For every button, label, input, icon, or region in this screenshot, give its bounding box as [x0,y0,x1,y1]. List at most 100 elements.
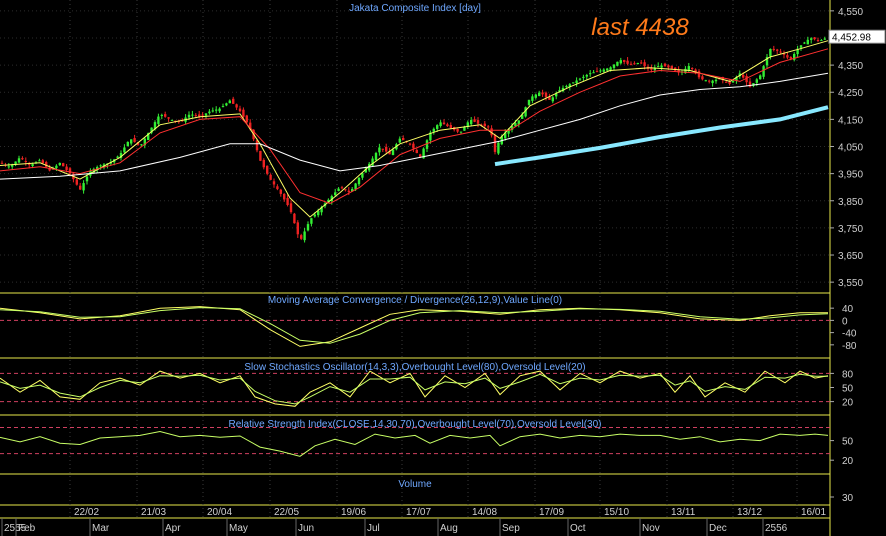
x-date-label: 22/02 [74,507,99,518]
candle-body [286,197,289,205]
candle-body [544,92,548,98]
candle-body [820,40,823,42]
candle-body [636,62,639,64]
candle-body [262,159,265,168]
candle-body [167,117,170,119]
candle-body [776,49,779,51]
volume-panel-title: Volume [398,479,432,490]
candle-body [82,183,85,191]
x-date-label: 15/10 [604,507,629,518]
price-panel-title: Jakata Composite Index [day] [349,3,481,14]
candle-body [429,132,432,141]
candle-body [524,107,527,117]
candle-body [38,160,41,162]
candle-body [300,235,303,239]
candle-body [762,66,765,77]
price-moving-averages [0,40,829,218]
candle-body [745,75,748,83]
series-line [0,72,829,180]
candle-body [293,213,296,224]
candle-body [41,160,44,164]
candle-body [725,81,728,83]
candle-body [17,158,21,163]
x-date-label: 19/06 [341,507,366,518]
candle-body [68,168,72,174]
candle-body [650,67,653,70]
candle-body [527,99,531,106]
x-date-label: 17/09 [539,507,564,518]
candle-body [425,140,429,149]
candle-body [225,103,228,106]
candle-body [602,69,605,72]
candle-body [565,86,568,88]
candle-body [211,110,214,112]
candle-body [493,134,497,152]
candle-body [701,76,704,80]
candle-body [473,119,476,122]
candle-body [633,63,636,65]
series-line [0,48,829,205]
candle-body [568,84,571,88]
grid-lines [0,0,830,518]
candle-body [238,108,242,112]
candle-body [623,60,626,62]
candle-body [470,120,473,125]
x-date-label: 13/11 [671,507,696,518]
last-value-box [828,29,886,44]
candle-body [538,92,541,97]
candle-body [691,67,694,69]
indicator-y-tick-label: 50 [842,384,854,395]
x-date-label: 20/04 [207,507,232,518]
candle-body [748,81,752,87]
candle-body [402,137,405,141]
x-month-label: Oct [570,523,586,534]
candle-body [408,143,412,145]
x-date-label: 13/12 [737,507,762,518]
candle-body [160,114,163,116]
candle-body [585,74,588,77]
candle-body [670,65,673,69]
candle-body [21,158,24,160]
candle-body [551,97,554,102]
candle-body [62,163,65,167]
candle-body [463,126,466,131]
indicator-y-tick-label: 40 [842,304,854,315]
candle-body [45,162,48,167]
candle-body [595,71,599,73]
candle-body [170,119,174,121]
candle-body [616,61,619,66]
candle-body [711,80,714,84]
price-y-tick-label: 3,950 [838,170,863,181]
candle-body [609,67,612,70]
candle-body [558,89,561,92]
candle-body [439,122,442,127]
candle-body [446,124,449,127]
candle-body [266,165,269,174]
candle-body [487,126,490,128]
candle-body [816,40,820,42]
candle-body [259,150,262,161]
candle-body [582,76,585,78]
indicator-y-tick-label: -80 [842,341,857,352]
price-y-tick-label: 4,050 [838,143,863,154]
candle-body [629,63,633,65]
candle-body [653,67,656,71]
candle-body [289,203,293,213]
candle-body [507,129,510,134]
candle-body [612,64,616,68]
candle-body [143,138,146,146]
candle-body [575,80,578,84]
candle-body [643,62,646,67]
candle-body [456,128,459,132]
candle-body [198,114,201,117]
candle-body [677,69,680,73]
candle-body [738,73,741,77]
candle-body [255,140,259,151]
candle-body [133,138,136,143]
candle-body [521,114,524,119]
candle-body [85,176,89,182]
candle-body [667,65,670,68]
candle-body [303,231,306,241]
